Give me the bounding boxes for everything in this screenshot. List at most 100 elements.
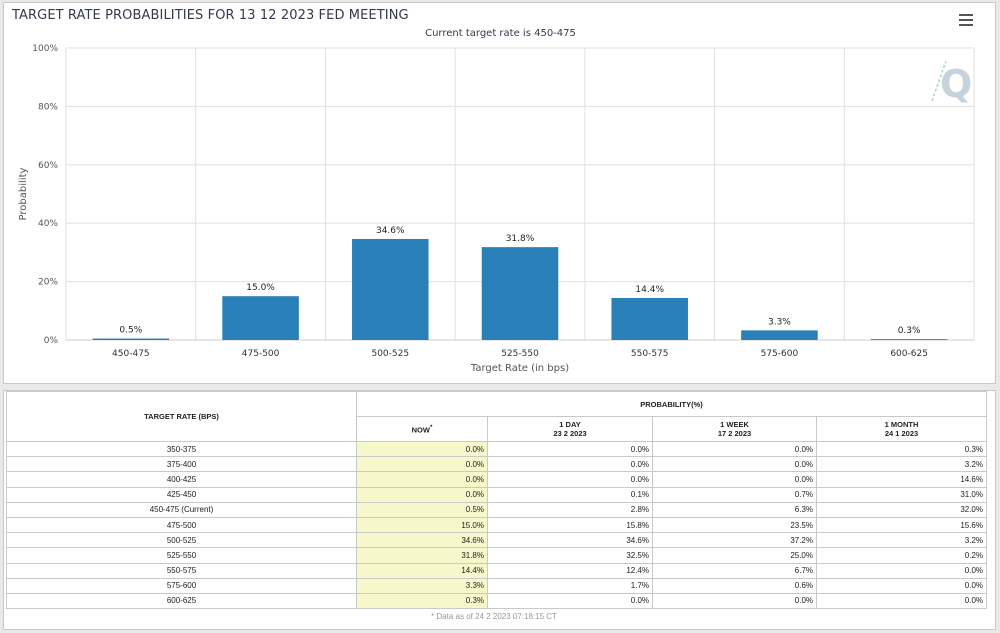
- chart-panel: TARGET RATE PROBABILITIES FOR 13 12 2023…: [3, 2, 996, 384]
- cell-now: 34.6%: [356, 532, 488, 549]
- cell-rate: 425-450: [6, 486, 357, 503]
- cell-now: 15.0%: [356, 516, 488, 534]
- chart-subtitle: Current target rate is 450-475: [425, 28, 576, 39]
- cell-week: 0.7%: [652, 486, 817, 503]
- x-tick-label: 550-575: [631, 349, 669, 359]
- bar-500-525: [352, 238, 429, 340]
- data-label: 31.8%: [506, 234, 535, 244]
- data-label: 34.6%: [376, 226, 405, 236]
- cell-rate: 350-375: [6, 440, 357, 458]
- y-tick-label: 80%: [38, 102, 58, 112]
- cell-rate: 500-525: [6, 532, 357, 549]
- cell-week: 6.7%: [652, 562, 817, 579]
- y-tick-label: 60%: [38, 161, 58, 171]
- y-tick-label: 40%: [38, 219, 58, 229]
- cell-day: 34.6%: [487, 532, 653, 549]
- cell-month: 14.6%: [816, 471, 987, 488]
- cell-month: 0.0%: [816, 562, 987, 579]
- x-tick-label: 450-475: [112, 349, 150, 359]
- table-row: 525-550 31.8% 32.5% 25.0% 0.2%: [6, 547, 987, 564]
- cell-month: 3.2%: [816, 532, 987, 549]
- col-1day-header: 1 DAY 23 2 2023: [487, 416, 653, 442]
- cell-rate: 475-500: [6, 516, 357, 534]
- data-timestamp-footnote: * Data as of 24 2 2023 07:18:15 CT: [431, 612, 557, 621]
- x-tick-label: 500-525: [371, 349, 409, 359]
- cell-now: 3.3%: [356, 577, 488, 594]
- data-label: 0.3%: [898, 326, 921, 336]
- cell-rate: 400-425: [6, 471, 357, 488]
- bar-525-550: [481, 247, 559, 340]
- cell-day: 0.0%: [487, 456, 653, 473]
- x-tick-label: 575-600: [761, 349, 799, 359]
- cell-month: 0.0%: [816, 592, 987, 610]
- y-tick-label: 100%: [32, 44, 58, 54]
- cell-rate: 600-625: [6, 592, 357, 610]
- cell-month: 31.0%: [816, 486, 987, 503]
- cell-day: 0.1%: [487, 486, 653, 503]
- y-tick-label: 0%: [44, 336, 59, 346]
- cell-now: 0.0%: [356, 456, 488, 473]
- bar-600-625: [870, 339, 948, 340]
- cell-day: 32.5%: [487, 547, 653, 564]
- chart-title: TARGET RATE PROBABILITIES FOR 13 12 2023…: [12, 8, 409, 23]
- col-now-header: NOW*: [356, 416, 488, 442]
- cell-day: 1.7%: [487, 577, 653, 594]
- cell-day: 12.4%: [487, 562, 653, 579]
- cell-rate: 375-400: [6, 456, 357, 473]
- table-row: 425-450 0.0% 0.1% 0.7% 31.0%: [6, 486, 987, 503]
- cell-week: 23.5%: [652, 516, 817, 534]
- table-row: 375-400 0.0% 0.0% 0.0% 3.2%: [6, 456, 987, 473]
- col-1month-header: 1 MONTH 24 1 2023: [816, 416, 987, 442]
- hamburger-menu-icon[interactable]: [955, 12, 977, 30]
- cell-rate: 575-600: [6, 577, 357, 594]
- table-row: 500-525 34.6% 34.6% 37.2% 3.2%: [6, 532, 987, 549]
- bar-chart: 0% 20% 40% 60% 80% 100% 0.5% 450-475 15.0% 475-50…: [18, 44, 975, 374]
- cell-week: 6.3%: [652, 501, 817, 518]
- cell-now: 0.0%: [356, 486, 488, 503]
- cell-month: 0.3%: [816, 440, 987, 458]
- cell-week: 0.0%: [652, 440, 817, 458]
- cell-day: 2.8%: [487, 501, 653, 518]
- cell-now: 0.5%: [356, 501, 488, 518]
- q-logo-icon: Q: [931, 60, 972, 105]
- cell-day: 15.8%: [487, 516, 653, 534]
- probability-table-body: 350-375 0.0% 0.0% 0.0% 0.3% 375-400 0.0% 0.0% 0.…: [6, 440, 987, 610]
- cell-week: 0.0%: [652, 456, 817, 473]
- data-label: 14.4%: [635, 285, 664, 295]
- data-label: 3.3%: [768, 317, 791, 327]
- cell-week: 37.2%: [652, 532, 817, 549]
- bar-575-600: [741, 330, 818, 340]
- bar-450-475: [92, 338, 170, 340]
- probability-table: TARGET RATE (BPS) PROBABILITY(%) NOW* 1 …: [6, 391, 987, 610]
- y-tick-label: 20%: [38, 278, 58, 288]
- cell-month: 0.0%: [816, 577, 987, 594]
- table-row: 600-625 0.3% 0.0% 0.0% 0.0%: [6, 592, 987, 610]
- probability-header: PROBABILITY(%): [356, 391, 987, 417]
- col-1week-header: 1 WEEK 17 2 2023: [652, 416, 817, 442]
- table-row: 450-475 (Current) 0.5% 2.8% 6.3% 32.0%: [6, 501, 987, 518]
- table-row: 575-600 3.3% 1.7% 0.6% 0.0%: [6, 577, 987, 594]
- cell-day: 0.0%: [487, 471, 653, 488]
- cell-month: 15.6%: [816, 516, 987, 534]
- cell-rate: 525-550: [6, 547, 357, 564]
- bar-475-500: [222, 296, 299, 340]
- cell-month: 3.2%: [816, 456, 987, 473]
- cell-month: 32.0%: [816, 501, 987, 518]
- table-row: 400-425 0.0% 0.0% 0.0% 14.6%: [6, 471, 987, 488]
- cell-day: 0.0%: [487, 592, 653, 610]
- target-rate-header: TARGET RATE (BPS): [6, 391, 357, 442]
- cell-now: 0.3%: [356, 592, 488, 610]
- x-tick-label: 525-550: [501, 349, 539, 359]
- cell-rate: 550-575: [6, 562, 357, 579]
- table-row: 475-500 15.0% 15.8% 23.5% 15.6%: [6, 516, 987, 534]
- table-row: 350-375 0.0% 0.0% 0.0% 0.3%: [6, 440, 987, 458]
- cell-month: 0.2%: [816, 547, 987, 564]
- x-tick-label: 600-625: [890, 349, 928, 359]
- cell-now: 0.0%: [356, 440, 488, 458]
- cell-week: 0.0%: [652, 471, 817, 488]
- cell-now: 31.8%: [356, 547, 488, 564]
- x-axis-label: Target Rate (in bps): [470, 363, 569, 374]
- y-axis-label: Probability: [18, 167, 29, 220]
- data-label: 15.0%: [246, 283, 275, 293]
- cell-rate: 450-475 (Current): [6, 501, 357, 518]
